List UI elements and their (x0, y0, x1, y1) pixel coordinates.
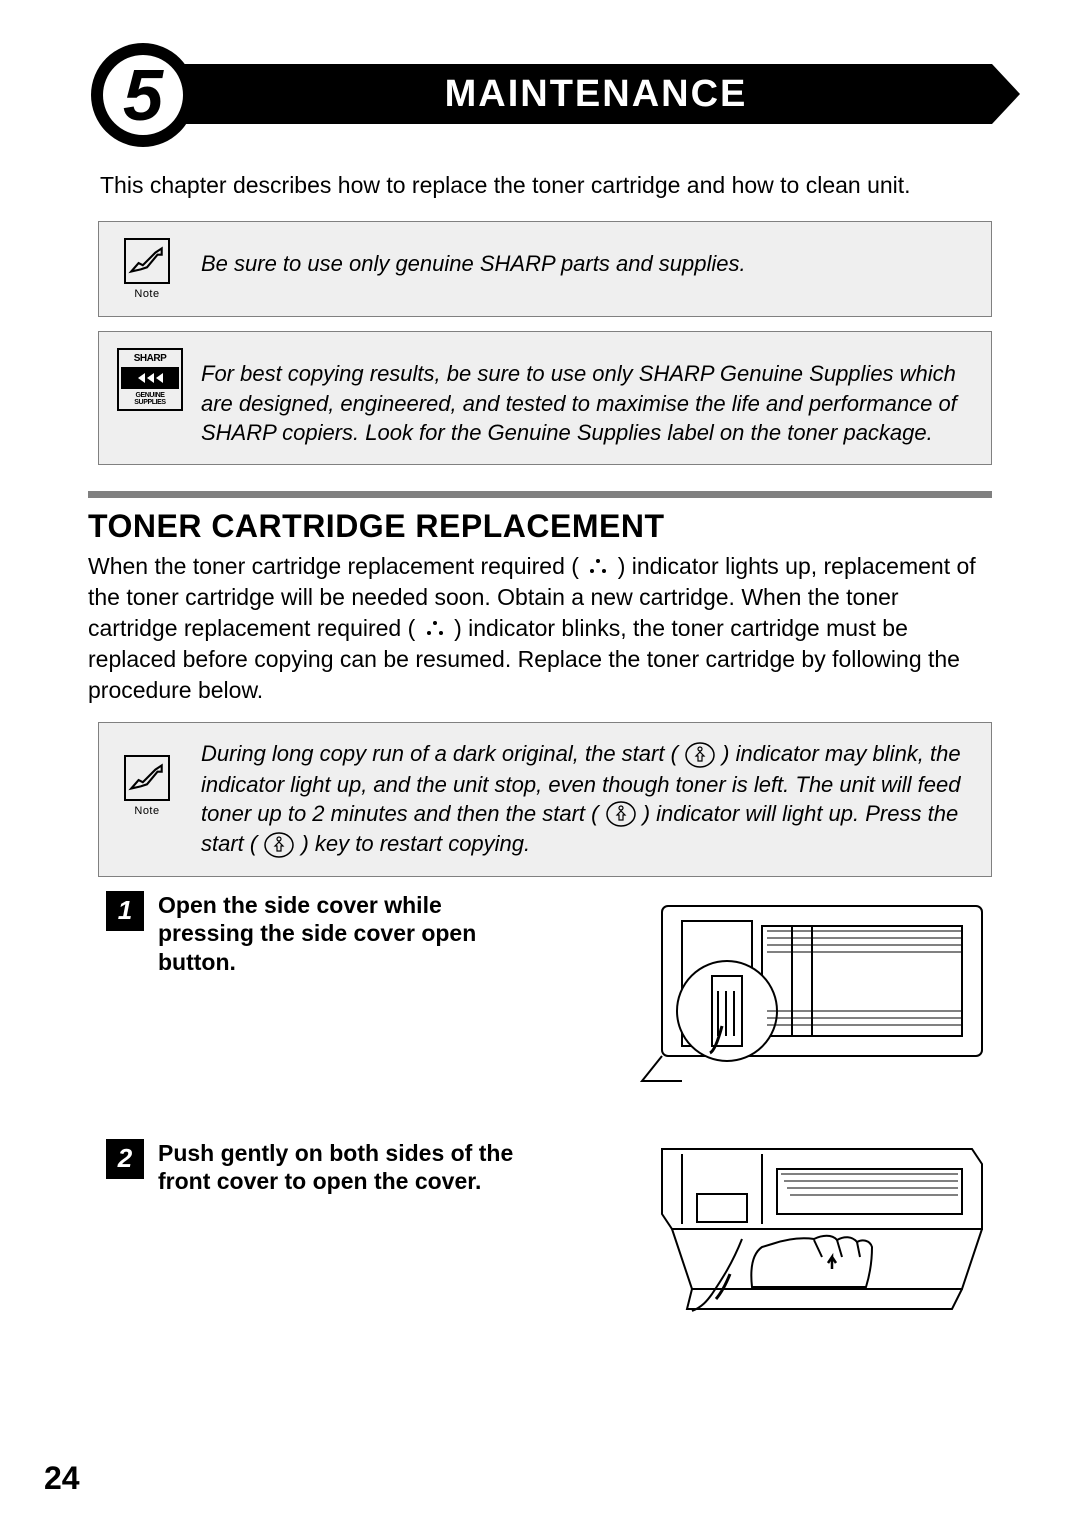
note-caption: Note (117, 805, 177, 817)
note-hand-icon (124, 755, 170, 801)
chapter-intro: This chapter describes how to replace th… (100, 170, 992, 201)
step-text: Open the side cover while pressing the s… (158, 891, 526, 977)
step-number: 1 (106, 891, 144, 931)
page-number: 24 (44, 1460, 80, 1497)
step-2-figure (622, 1139, 992, 1319)
step-1: 1 Open the side cover while pressing the… (88, 891, 992, 1111)
step-1-figure (622, 891, 992, 1111)
text-segment: ) key to restart copying. (301, 831, 530, 856)
note-caption: Note (117, 288, 177, 300)
step-number: 2 (106, 1139, 144, 1179)
note-text: During long copy run of a dark original,… (201, 739, 967, 859)
start-key-icon (684, 741, 716, 769)
chapter-title: MAINTENANCE (160, 64, 992, 124)
steps: 1 Open the side cover while pressing the… (88, 891, 992, 1319)
chapter-number-badge: 5 (88, 40, 198, 150)
text-segment: During long copy run of a dark original,… (201, 741, 678, 766)
note-text: Be sure to use only genuine SHARP parts … (201, 238, 746, 279)
note-callout-long-copy-run: Note During long copy run of a dark orig… (98, 722, 992, 876)
sharp-logo-top: SHARP (121, 353, 179, 364)
note-hand-icon (124, 238, 170, 284)
chapter-header: 5 MAINTENANCE (88, 40, 992, 150)
toner-indicator-icon (422, 618, 448, 638)
note-callout-sharp-supplies: SHARP GENUINE SUPPLIES For best copying … (98, 331, 992, 465)
section-title: TONER CARTRIDGE REPLACEMENT (88, 508, 992, 545)
sharp-logo-bottom: GENUINE SUPPLIES (121, 392, 179, 406)
text-segment: When the toner cartridge replacement req… (88, 553, 579, 579)
note-callout-genuine-parts: Note Be sure to use only genuine SHARP p… (98, 221, 992, 317)
note-text: For best copying results, be sure to use… (201, 348, 967, 448)
step-2: 2 Push gently on both sides of the front… (88, 1139, 992, 1319)
toner-indicator-icon (585, 556, 611, 576)
section-rule (88, 491, 992, 498)
sharp-genuine-supplies-logo: SHARP GENUINE SUPPLIES (117, 348, 183, 411)
start-key-icon (605, 800, 637, 828)
start-key-icon (263, 831, 295, 859)
section-body: When the toner cartridge replacement req… (88, 551, 992, 706)
svg-text:5: 5 (123, 56, 164, 136)
step-text: Push gently on both sides of the front c… (158, 1139, 526, 1197)
sharp-logo-arrows-icon (121, 367, 179, 389)
